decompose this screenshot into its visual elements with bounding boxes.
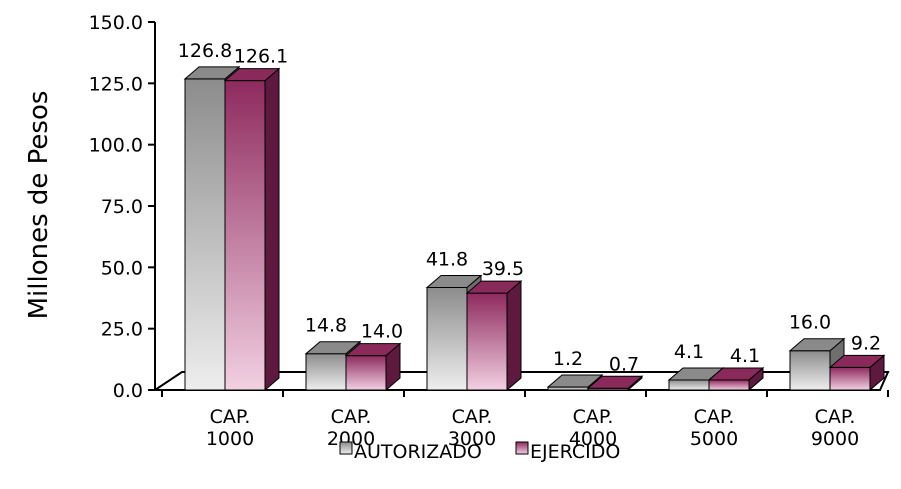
bar-front [466,292,508,391]
bars [183,65,886,392]
data-labels: 126.8 126.1 14.8 14.0 41.8 39.5 1.2 0.7 4.1 4.1 16… [178,40,881,375]
bar-front [426,286,468,391]
bar-ejercido-3 [465,280,523,392]
legend-swatch-autorizado [339,441,353,455]
bar-top [344,343,402,357]
x-category-label: CAP. 5000 [690,406,738,450]
bar-side [264,67,280,392]
data-label-autorizado-4: 1.2 [553,348,583,370]
bar-top [465,280,523,294]
y-tick-label: 75.0 [101,196,143,218]
bar-front [829,366,871,391]
bar-front [224,80,266,391]
bar-top [304,341,362,355]
bar-front [668,379,710,391]
data-label-ejercido-6: 9.2 [851,332,881,354]
x-axis-categories: CAP. 1000 CAP. 2000 CAP. 3000 CAP. 4000 CAP. 5000… [206,406,859,450]
bar-ejercido-5 [707,366,765,392]
bar-top [828,354,886,368]
legend-label-autorizado: AUTORIZADO [354,441,482,463]
bar-top [788,338,846,352]
x-category-label: CAP. 4000 [569,406,617,450]
bar-top [586,375,644,389]
x-category-label: CAP. 2000 [327,406,375,450]
y-axis-ticks: 0.0 25.0 50.0 75.0 100.0 125.0 150.0 [89,12,155,402]
legend-swatch-ejercido [515,441,529,455]
bar-top [707,367,765,381]
data-label-ejercido-3: 39.5 [482,258,524,280]
y-tick-label: 50.0 [101,257,143,279]
bar-top [183,66,241,80]
bar-front [708,379,750,391]
x-category-label: CAP. 9000 [811,406,859,450]
bar-front [345,355,387,391]
data-label-ejercido-1: 126.1 [234,46,288,68]
bar-top [546,374,604,388]
bar-front [305,353,347,391]
x-category-label: CAP. 3000 [448,406,496,450]
bar-front [789,350,831,391]
data-label-ejercido-2: 14.0 [361,321,403,343]
y-tick-label: 0.0 [113,380,143,402]
bar-top [425,274,483,288]
y-tick-label: 100.0 [89,135,143,157]
bar-ejercido-6 [828,354,886,392]
data-label-autorizado-1: 126.8 [178,40,232,62]
y-tick-label: 150.0 [89,12,143,34]
data-label-ejercido-5: 4.1 [730,345,760,367]
bar-ejercido-1 [223,67,281,392]
data-label-ejercido-4: 0.7 [609,353,639,375]
y-axis-title: Millones de Pesos [24,91,54,320]
data-label-autorizado-3: 41.8 [426,248,468,270]
legend-label-ejercido: EJERCIDO [530,441,620,463]
bar-ejercido-2 [344,342,402,392]
data-label-autorizado-5: 4.1 [674,341,704,363]
legend: AUTORIZADO EJERCIDO [339,441,620,463]
y-tick-label: 125.0 [89,73,143,95]
bar-top [223,68,281,82]
data-label-autorizado-2: 14.8 [305,315,347,337]
y-tick-label: 25.0 [101,319,143,341]
x-category-label: CAP. 1000 [206,406,254,450]
bar-front [184,78,226,391]
bar-side [506,280,522,392]
data-label-autorizado-6: 16.0 [789,312,831,334]
bar-ejercido-4 [586,375,644,392]
